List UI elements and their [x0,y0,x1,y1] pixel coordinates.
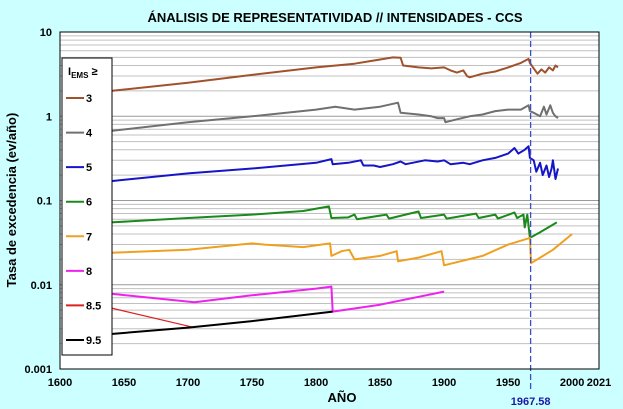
plot-border [59,31,600,370]
x-tick-label: 1750 [240,377,264,389]
legend-label: 8 [86,266,92,278]
legend-item-8.5: 8.5 [66,300,101,312]
y-tick-label: 0.01 [31,280,52,292]
x-axis-title: AÑO [328,390,357,405]
legend-label: 6 [86,197,92,209]
legend-item-9.5: 9.5 [66,335,101,347]
series-line-4 [111,101,559,132]
series-line-3 [111,56,559,92]
legend-title: IEMS ≥ [68,66,98,80]
series-line-6 [111,205,558,239]
legend: IEMS ≥ 3 4 5 6 7 8 8.5 9.5 [61,57,113,356]
legend-item-8: 8 [66,266,92,278]
x-tick-label: 2021 [587,377,611,389]
gridlines [60,35,599,370]
x-tick-label: 1800 [304,377,328,389]
legend-item-6: 6 [66,197,92,209]
y-tick-label: 0.001 [24,364,52,376]
legend-title-main: I [68,66,71,78]
legend-label: 8.5 [86,300,101,312]
x-tick-label: 1900 [432,377,456,389]
legend-label: 3 [86,93,92,105]
legend-label: 5 [86,162,92,174]
x-tick-label: 1700 [176,377,200,389]
legend-item-3: 3 [66,93,92,105]
y-tick-label: 0.1 [37,196,52,208]
series-line-5 [111,145,559,183]
legend-items: 3 4 5 6 7 8 8.5 9.5 [66,93,101,347]
legend-label: 7 [86,231,92,243]
series-line-8 [111,285,445,313]
series-line-8.5 [111,307,195,329]
chart-title: ÁNALISIS DE REPRESENTATIVIDAD // INTENSI… [147,10,522,25]
x-tick-label: 2000 [560,377,584,389]
legend-item-7: 7 [66,231,92,243]
reference-line-group: 1967.58 [511,32,551,408]
x-tick-labels: 1600 1650 1700 1750 1800 1850 1900 1950 2000 2021 [48,377,611,389]
reference-line-label: 1967.58 [511,396,551,408]
series-line-9.5 [111,310,333,335]
y-tick-label: 10 [40,27,52,39]
legend-label: 4 [86,128,93,140]
y-tick-label: 1 [46,111,52,123]
x-tick-label: 1850 [368,377,392,389]
legend-title-suffix: ≥ [88,66,97,78]
legend-title-sub: EMS [71,71,89,80]
series-group [111,56,573,335]
x-tick-label: 1600 [48,377,72,389]
y-axis-title: Tasa de excedencia (ev/año) [4,113,19,288]
series-line-7 [111,233,573,267]
y-tick-labels: 0.001 0.01 0.1 1 10 [24,27,52,376]
legend-item-5: 5 [66,162,92,174]
legend-label: 9.5 [86,335,101,347]
x-tick-label: 1950 [496,377,520,389]
plot-area: 1967.58 [59,31,600,408]
x-tick-label: 1650 [112,377,136,389]
legend-item-4: 4 [66,128,93,140]
